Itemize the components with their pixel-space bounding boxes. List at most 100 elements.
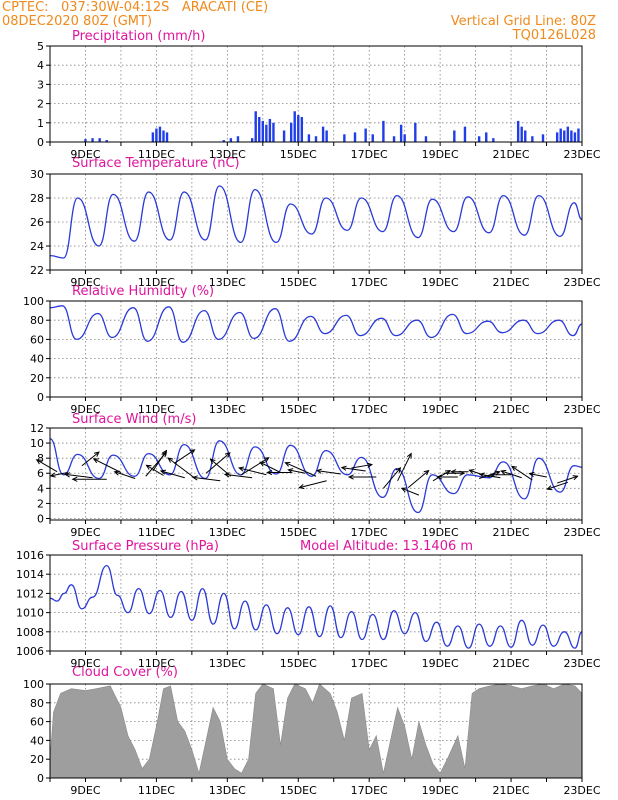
y-tick-label: 1014 (16, 568, 44, 581)
wind-vector (241, 457, 269, 476)
precip-bar (353, 132, 357, 142)
x-tick-label: 15DEC (280, 526, 317, 539)
x-tick-label: 19DEC (422, 657, 459, 670)
x-tick-label: 9DEC (70, 784, 100, 797)
x-tick-label: 11DEC (138, 657, 175, 670)
y-tick-label: 1008 (16, 626, 44, 639)
y-tick-label: 4 (37, 482, 44, 495)
y-tick-label: 1 (37, 117, 44, 130)
x-tick-label: 13DEC (209, 276, 246, 289)
x-tick-label: 21DEC (493, 148, 530, 161)
humidity-line (49, 305, 583, 343)
x-tick-label: 19DEC (422, 276, 459, 289)
precip-bar (91, 138, 94, 142)
x-tick-label: 23DEC (563, 784, 600, 797)
wind-vector-head (113, 470, 120, 476)
wind-vector (173, 449, 195, 464)
wind-vector-head (489, 472, 496, 478)
pressure-title: Surface Pressure (hPa) (72, 539, 219, 554)
y-tick-label: 1006 (16, 645, 44, 658)
precip-bar (325, 130, 328, 142)
x-tick-label: 15DEC (280, 148, 317, 161)
x-tick-label: 21DEC (493, 784, 530, 797)
precip-bar (453, 130, 456, 142)
wind-vector (511, 466, 533, 481)
precip-bar (492, 138, 495, 142)
precip-bar (559, 128, 562, 142)
wind-vector (146, 464, 164, 476)
y-tick-label: 6 (37, 467, 44, 480)
precip-bar (321, 126, 325, 142)
x-tick-label: 17DEC (351, 276, 388, 289)
wind-vector-head (436, 474, 443, 480)
precip-bar (477, 136, 481, 142)
x-tick-label: 23DEC (563, 403, 600, 416)
wind-vector-head (287, 468, 294, 474)
x-tick-label: 13DEC (209, 657, 246, 670)
wind-vector (93, 458, 122, 473)
x-tick-label: 13DEC (209, 784, 246, 797)
precip-bar (254, 111, 257, 142)
wind-vector (239, 467, 267, 476)
precip-bar (300, 117, 304, 142)
precip-bar (563, 130, 566, 142)
wind-vector-head (395, 467, 402, 473)
x-tick-label: 21DEC (493, 276, 530, 289)
wind-vector (407, 470, 429, 488)
precip-bar (105, 140, 108, 142)
y-tick-label: 20 (30, 372, 44, 385)
wind-vector (160, 470, 185, 479)
y-tick-label: 24 (30, 240, 44, 253)
cloud-cover-area (49, 683, 583, 779)
wind-vector-head (93, 451, 100, 457)
cloud-title: Cloud Cover (%) (72, 665, 178, 680)
x-tick-label: 19DEC (422, 148, 459, 161)
y-tick-label: 0 (37, 772, 44, 785)
wind-vector (65, 473, 93, 479)
wind-vector-head (546, 485, 553, 491)
wind-vector (81, 451, 100, 467)
x-tick-label: 21DEC (493, 657, 530, 670)
x-tick-label: 15DEC (280, 784, 317, 797)
wind-vector-head (266, 469, 273, 476)
wind-vector-head (366, 462, 374, 468)
wind-vector (114, 471, 136, 479)
wind-vector (50, 472, 68, 477)
precip-bar (485, 132, 488, 142)
precip-bar (531, 136, 534, 142)
wind-vector-head (423, 469, 430, 476)
y-tick-label: 100 (23, 295, 44, 308)
wind-vector-head (159, 469, 166, 475)
wind-vector-head (500, 469, 507, 475)
panel-frame (49, 45, 583, 143)
panel-frame (49, 300, 583, 398)
precip-bar (343, 134, 346, 142)
precip-bar (414, 122, 417, 142)
x-tick-label: 13DEC (209, 148, 246, 161)
wind-vector-head (494, 470, 501, 476)
wind-vector (529, 473, 547, 478)
header-source: CPTEC: 037:30W-04:12S ARACATI (CE) (2, 1, 268, 15)
wind-vector (285, 462, 317, 477)
precip-bar (282, 130, 286, 142)
x-tick-label: 9DEC (70, 657, 100, 670)
wind-vector-head (315, 468, 322, 474)
x-tick-label: 11DEC (138, 276, 175, 289)
wind-vector-head (92, 458, 99, 464)
y-tick-label: 80 (30, 697, 44, 710)
y-tick-label: 12 (30, 422, 44, 435)
precip-bar (392, 136, 396, 142)
temperature-line (49, 185, 583, 259)
precip-bar (289, 122, 293, 142)
x-tick-label: 17DEC (351, 784, 388, 797)
x-tick-label: 17DEC (351, 526, 388, 539)
wind-vector-head (528, 471, 535, 478)
y-tick-label: 22 (30, 264, 44, 277)
precip-bar (158, 126, 162, 142)
wind-vector-head (340, 465, 347, 471)
y-tick-label: 28 (30, 192, 44, 205)
x-tick-label: 13DEC (209, 403, 246, 416)
x-tick-label: 19DEC (422, 403, 459, 416)
y-tick-label: 4 (37, 59, 44, 72)
